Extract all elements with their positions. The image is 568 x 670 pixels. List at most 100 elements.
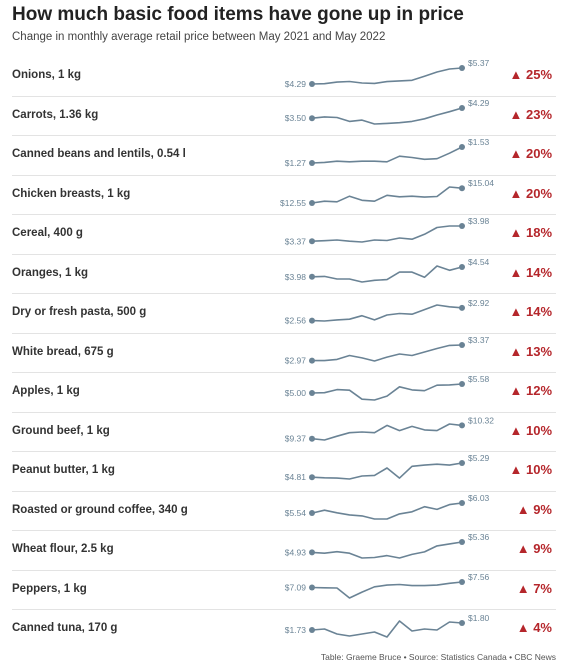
sparkline: $4.93 $5.36	[285, 532, 490, 559]
start-point	[309, 584, 315, 591]
item-label: White bread, 675 g	[12, 345, 114, 358]
end-price-label: $6.03	[468, 493, 490, 503]
item-label: Apples, 1 kg	[12, 385, 80, 397]
end-point	[459, 499, 465, 506]
percent-change: ▲ 9%	[516, 501, 552, 517]
start-price-label: $2.97	[285, 355, 307, 365]
end-price-label: $5.58	[468, 374, 490, 384]
item-label: Roasted or ground coffee, 340 g	[12, 503, 188, 516]
price-line	[311, 620, 463, 638]
item-label: Chicken breasts, 1 kg	[12, 187, 131, 200]
item-label: Canned tuna, 170 g	[12, 622, 118, 634]
sparkline: $2.56 $2.92	[285, 298, 490, 326]
start-price-label: $4.93	[285, 547, 307, 557]
end-point	[459, 620, 465, 626]
price-line	[311, 501, 463, 520]
end-price-label: $3.37	[468, 335, 490, 345]
start-point	[309, 273, 315, 280]
start-price-label: $4.29	[285, 79, 307, 89]
table-row: Canned beans and lentils, 0.54 l $1.27 $1.…	[12, 136, 556, 176]
sparkline: $4.81 $5.29	[285, 453, 490, 482]
table-row: Ground beef, 1 kg $9.37 $10.32 ▲ 10%	[12, 413, 556, 452]
percent-change: ▲ 13%	[509, 343, 553, 359]
percent-change: ▲ 14%	[509, 264, 553, 280]
price-line	[311, 106, 463, 125]
item-label: Peanut butter, 1 kg	[12, 464, 115, 476]
percent-change: ▲ 18%	[509, 225, 553, 240]
item-label: Canned beans and lentils, 0.54 l	[12, 148, 186, 160]
start-price-label: $1.73	[285, 625, 307, 635]
end-point	[459, 341, 465, 348]
price-line	[311, 580, 463, 599]
end-point	[459, 539, 465, 545]
start-point	[309, 509, 315, 516]
start-price-label: $4.81	[285, 472, 307, 482]
price-line	[311, 146, 463, 164]
price-line	[311, 462, 463, 480]
item-label: Onions, 1 kg	[12, 69, 82, 81]
sparkline: $12.55 $15.04	[280, 178, 494, 208]
table-row: Roasted or ground coffee, 340 g $5.54 $6.0…	[12, 492, 556, 531]
price-line	[312, 343, 463, 362]
percent-change: ▲ 23%	[509, 106, 553, 122]
end-price-label: $10.32	[468, 415, 494, 425]
table-row: Wheat flour, 2.5 kg $4.93 $5.36 ▲ 9%	[12, 531, 556, 571]
table-row: Dry or fresh pasta, 500 g $2.56 $2.92 ▲ 14%	[12, 294, 556, 334]
start-point	[309, 627, 315, 633]
chart-subtitle: Change in monthly average retail price b…	[12, 31, 386, 43]
start-point	[309, 160, 315, 166]
sparkline: $5.54 $6.03	[285, 493, 490, 520]
end-price-label: $3.98	[468, 216, 490, 226]
end-point	[459, 65, 465, 71]
end-point	[459, 263, 465, 270]
end-point	[459, 578, 465, 585]
table-row: Peanut butter, 1 kg $4.81 $5.29 ▲ 10%	[12, 452, 556, 492]
end-price-label: $4.54	[468, 257, 490, 267]
end-point	[459, 304, 465, 311]
start-price-label: $3.37	[285, 236, 307, 246]
table-row: Carrots, 1.36 kg $3.50 $4.29 ▲ 23%	[12, 97, 556, 136]
item-label: Peppers, 1 kg	[12, 582, 87, 595]
sparkline: $7.09 $7.56	[285, 572, 490, 599]
price-line	[311, 264, 463, 283]
end-price-label: $5.29	[468, 453, 490, 463]
percent-change: ▲ 20%	[509, 185, 553, 201]
end-price-label: $4.29	[468, 98, 490, 108]
start-price-label: $3.98	[285, 271, 307, 281]
end-point	[459, 184, 465, 191]
start-point	[309, 549, 315, 556]
start-point	[309, 357, 315, 364]
price-line	[311, 541, 463, 559]
sparkline: $4.29 $5.37	[285, 58, 490, 89]
start-price-label: $2.56	[285, 316, 307, 326]
sparkline: $1.27 $1.53	[285, 137, 490, 168]
table-row: Chicken breasts, 1 kg $12.55 $15.04 ▲ 20%	[12, 176, 556, 215]
price-line	[311, 422, 463, 441]
start-point	[309, 390, 315, 397]
price-line	[311, 67, 463, 85]
table-row: White bread, 675 g $2.97 $3.37 ▲ 13%	[12, 334, 556, 373]
percent-change: ▲ 25%	[509, 67, 553, 82]
table-row: Canned tuna, 170 g $1.73 $1.80 ▲ 4%	[12, 610, 556, 649]
table-row: Cereal, 400 g $3.37 $3.98 ▲ 18%	[12, 215, 556, 255]
sparkline: $3.50 $4.29	[285, 98, 490, 125]
sparkline: $2.97 $3.37	[285, 335, 490, 366]
start-price-label: $1.27	[285, 158, 307, 168]
item-label: Cereal, 400 g	[12, 227, 83, 239]
price-table: Onions, 1 kg $4.29 $5.37 ▲ 25% Carrots, 1.36…	[0, 57, 568, 649]
table-row: Onions, 1 kg $4.29 $5.37 ▲ 25%	[12, 57, 556, 97]
start-price-label: $5.54	[285, 508, 307, 518]
start-price-label: $3.50	[285, 113, 307, 123]
start-point	[309, 317, 315, 324]
end-point	[459, 381, 465, 387]
percent-change: ▲ 20%	[509, 146, 553, 161]
price-line	[311, 225, 462, 243]
table-row: Peppers, 1 kg $7.09 $7.56 ▲ 7%	[12, 571, 556, 610]
percent-change: ▲ 7%	[516, 580, 552, 596]
percent-change: ▲ 12%	[509, 383, 553, 398]
start-price-label: $5.00	[285, 388, 307, 398]
item-label: Ground beef, 1 kg	[12, 424, 110, 437]
sparkline: $5.00 $5.58	[285, 374, 490, 401]
end-point	[459, 104, 465, 111]
start-price-label: $9.37	[285, 433, 307, 443]
